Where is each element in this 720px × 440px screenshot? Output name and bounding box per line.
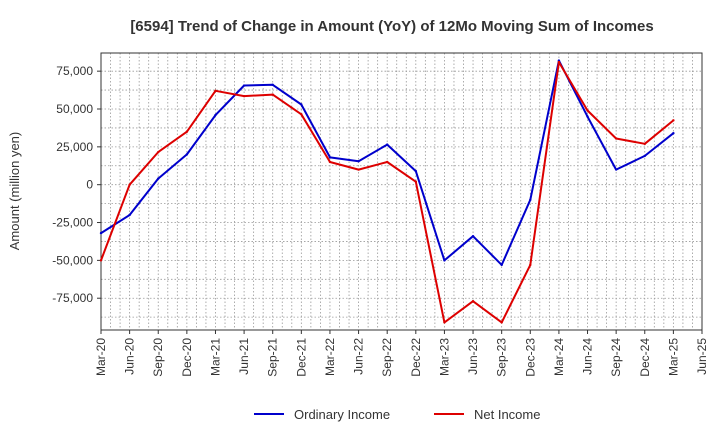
x-tick-label: Dec-23: [523, 338, 537, 377]
data-point-ordinary-income: [614, 168, 618, 171]
data-point-ordinary-income: [99, 231, 103, 235]
x-tick-label: Mar-20: [94, 338, 108, 376]
x-tick-label: Jun-21: [237, 338, 251, 375]
y-tick-label: -50,000: [52, 253, 93, 267]
x-tick-label: Sep-24: [609, 338, 623, 377]
data-point-net-income: [271, 93, 274, 96]
data-point-ordinary-income: [471, 234, 475, 238]
x-tick-label: Dec-20: [180, 338, 194, 377]
series-lines: [99, 59, 675, 324]
x-tick-label: Sep-22: [380, 338, 394, 377]
x-tick-label: Jun-20: [123, 338, 137, 375]
data-point-net-income: [185, 130, 189, 133]
legend-label-ordinary-income: Ordinary Income: [294, 407, 390, 422]
data-point-ordinary-income: [214, 113, 217, 117]
data-point-net-income: [300, 113, 303, 116]
data-point-net-income: [414, 180, 418, 183]
data-point-net-income: [557, 60, 561, 64]
x-tick-label: Mar-23: [437, 338, 451, 376]
data-point-net-income: [357, 168, 360, 171]
data-point-ordinary-income: [357, 160, 360, 163]
y-axis: 75,000 50,000 25,000 0 -25,000 -50,000 -75,000: [52, 64, 101, 305]
x-tick-label: Mar-24: [552, 338, 566, 376]
y-tick-label: 25,000: [56, 140, 93, 154]
x-tick-label: Sep-20: [151, 338, 165, 377]
data-point-net-income: [128, 183, 131, 186]
data-point-ordinary-income: [385, 143, 389, 146]
y-tick-label: 0: [86, 178, 93, 192]
y-tick-label: 75,000: [56, 64, 93, 78]
data-point-ordinary-income: [643, 154, 646, 158]
x-tick-label: Dec-24: [638, 338, 652, 377]
data-point-ordinary-income: [586, 115, 589, 118]
y-tick-label: -75,000: [52, 291, 93, 305]
x-tick-label: Dec-21: [294, 338, 308, 377]
data-point-ordinary-income: [300, 103, 303, 106]
data-point-net-income: [586, 109, 589, 112]
data-point-ordinary-income: [271, 83, 274, 86]
plot-area: [101, 53, 702, 330]
data-point-net-income: [643, 142, 646, 146]
data-point-ordinary-income: [242, 84, 246, 87]
data-point-net-income: [214, 89, 217, 93]
data-point-net-income: [500, 321, 503, 324]
data-point-ordinary-income: [185, 153, 189, 156]
data-point-ordinary-income: [529, 198, 532, 202]
data-point-net-income: [443, 321, 446, 324]
x-tick-label: Jun-25: [695, 338, 709, 375]
data-point-net-income: [529, 263, 532, 267]
data-point-ordinary-income: [128, 213, 131, 217]
x-tick-label: Jun-22: [352, 338, 366, 375]
data-point-ordinary-income: [443, 259, 446, 262]
x-tick-label: Mar-25: [666, 338, 680, 376]
x-tick-label: Dec-22: [409, 338, 423, 377]
data-point-net-income: [471, 300, 475, 303]
x-tick-label: Jun-23: [466, 338, 480, 375]
x-tick-label: Jun-24: [581, 338, 595, 375]
gridlines: [100, 53, 702, 330]
data-point-ordinary-income: [157, 177, 160, 180]
y-tick-label: 50,000: [56, 102, 93, 116]
x-tick-label: Sep-23: [495, 338, 509, 377]
x-tick-label: Mar-22: [323, 338, 337, 376]
data-point-ordinary-income: [414, 169, 418, 173]
y-axis-label: Amount (million yen): [7, 132, 22, 251]
legend-label-net-income: Net Income: [474, 407, 540, 422]
data-point-net-income: [242, 94, 246, 98]
data-point-net-income: [672, 119, 675, 122]
data-point-net-income: [99, 259, 103, 262]
x-tick-label: Mar-21: [208, 338, 222, 376]
chart-title: [6594] Trend of Change in Amount (YoY) o…: [130, 18, 653, 35]
plot-border: [100, 52, 703, 331]
data-point-ordinary-income: [328, 156, 332, 159]
data-point-net-income: [157, 150, 160, 154]
data-point-ordinary-income: [672, 132, 675, 135]
legend: Ordinary Income Net Income: [254, 407, 540, 422]
data-point-ordinary-income: [500, 263, 503, 267]
data-point-net-income: [614, 137, 618, 140]
data-point-net-income: [328, 160, 332, 164]
x-tick-label: Sep-21: [266, 338, 280, 377]
data-point-net-income: [385, 160, 389, 164]
x-axis: Mar-20 Jun-20 Sep-20 Dec-20 Mar-21 Jun-21 Sep-…: [94, 330, 709, 377]
y-tick-label: -25,000: [52, 216, 93, 230]
